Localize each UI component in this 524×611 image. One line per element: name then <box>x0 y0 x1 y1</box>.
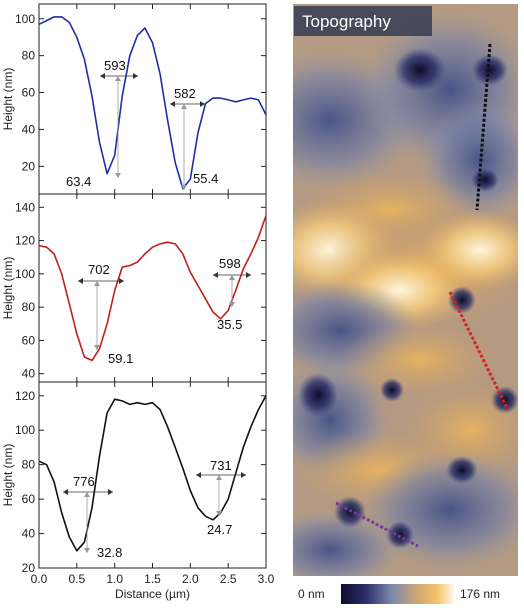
annotation-label: 24.7 <box>207 522 232 537</box>
annotation-label: 776 <box>73 474 95 489</box>
profile-line-black <box>475 43 492 211</box>
arrow-head <box>115 76 121 81</box>
arrow-head <box>213 272 218 278</box>
arrow-head <box>84 492 90 497</box>
arrow-head <box>108 489 113 495</box>
x-tick-label: 2.5 <box>220 572 237 586</box>
arrow-head <box>94 281 100 286</box>
y-tick-label: 40 <box>22 527 36 541</box>
colorbar <box>341 584 454 604</box>
x-tick-label: 0.5 <box>68 572 85 586</box>
arrow-head <box>119 278 124 284</box>
x-tick-label: 1.0 <box>106 572 123 586</box>
arrow-head <box>241 472 246 478</box>
arrow-head <box>133 73 138 79</box>
arrow-head <box>170 101 175 107</box>
y-tick-label: 20 <box>22 561 36 575</box>
x-axis-label: Distance (µm) <box>115 587 190 601</box>
y-tick-label: 40 <box>22 122 36 136</box>
arrow-head <box>115 173 121 178</box>
topography-image <box>293 4 518 576</box>
arrow-head <box>216 475 222 480</box>
y-axis-label: Height (nm) <box>1 257 15 320</box>
x-tick-label: 2.0 <box>182 572 199 586</box>
arrow-head <box>63 489 68 495</box>
arrow-head <box>84 548 90 553</box>
y-tick-label: 20 <box>22 159 36 173</box>
y-tick-label: 100 <box>15 423 35 437</box>
y-tick-label: 60 <box>22 86 36 100</box>
x-tick-label: 0.0 <box>31 572 48 586</box>
colorbar-max-label: 176 nm <box>460 587 500 601</box>
series-line-1 <box>38 16 267 190</box>
chart-panel-3: 20 40 60 80 100 120 Height (nm) 776 731 32.8 24.7 0… <box>1 381 275 601</box>
arrow-head <box>229 275 235 280</box>
y-tick-label: 100 <box>15 267 35 281</box>
annotation-label: 32.8 <box>97 545 122 560</box>
arrow-head <box>200 101 205 107</box>
colorbar-min-label: 0 nm <box>298 587 325 601</box>
image-title: Topography <box>302 12 391 31</box>
arrow-head <box>94 345 100 350</box>
arrow-head <box>196 472 201 478</box>
y-tick-label: 80 <box>22 300 36 314</box>
series-line-3 <box>38 395 267 552</box>
y-tick-label: 60 <box>22 333 36 347</box>
annotation-label: 59.1 <box>108 351 133 366</box>
y-tick-label: 140 <box>15 200 35 214</box>
chart-panel-2: 40 60 80 100 120 140 Height (nm) 702 598 59.1 35.5 <box>1 193 267 383</box>
arrow-head <box>181 104 187 109</box>
arrow-head <box>246 272 251 278</box>
annotation-label: 598 <box>219 256 241 271</box>
x-tick-label: 1.5 <box>144 572 161 586</box>
y-tick-label: 120 <box>15 234 35 248</box>
x-tick-label: 3.0 <box>258 572 275 586</box>
annotation-label: 582 <box>174 86 196 101</box>
y-tick-label: 60 <box>22 492 36 506</box>
title-box <box>294 6 432 36</box>
arrow-head <box>100 73 105 79</box>
profile-line-purple <box>335 501 419 548</box>
annotation-label: 702 <box>88 262 110 277</box>
annotation-label: 35.5 <box>217 317 242 332</box>
annotation-label: 593 <box>104 58 126 73</box>
y-tick-label: 120 <box>15 389 35 403</box>
y-tick-label: 80 <box>22 49 36 63</box>
y-axis-label: Height (nm) <box>1 68 15 131</box>
annotation-label: 63.4 <box>66 174 91 189</box>
y-tick-label: 40 <box>22 367 36 381</box>
arrow-head <box>181 185 187 190</box>
annotation-label: 55.4 <box>193 171 218 186</box>
series-line-2 <box>38 215 267 362</box>
y-axis-label: Height (nm) <box>1 444 15 507</box>
annotation-label: 731 <box>210 458 232 473</box>
chart-panel-1: 20 40 60 80 100 Height (nm) 593 582 63.4 55.4 <box>1 3 267 195</box>
arrow-head <box>229 302 235 307</box>
y-tick-label: 100 <box>15 12 35 26</box>
profile-line-red <box>448 291 510 411</box>
y-tick-label: 80 <box>22 458 36 472</box>
arrow-head <box>216 511 222 516</box>
plot-frame <box>38 3 267 195</box>
arrow-head <box>78 278 83 284</box>
